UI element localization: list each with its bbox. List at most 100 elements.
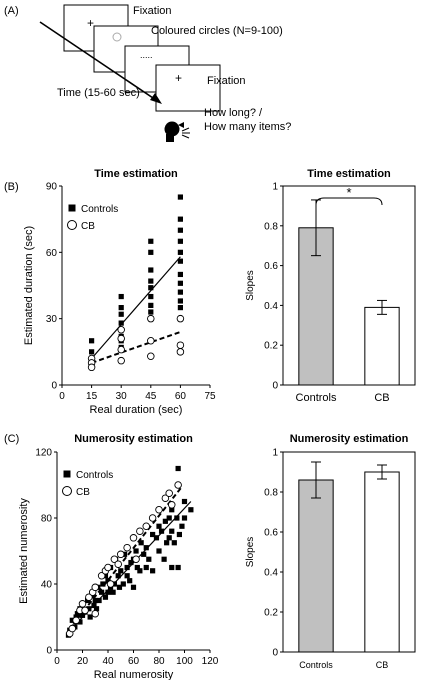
data-point-controls: [137, 568, 143, 574]
data-point-cb: [142, 522, 150, 531]
fit-line-controls: [91, 256, 181, 359]
category-label-cb: CB: [376, 660, 389, 670]
data-point-controls: [148, 278, 154, 284]
data-point-cb: [129, 534, 138, 542]
y-axis-label: Slopes: [245, 270, 256, 301]
y-tick-label: 0.8: [264, 221, 278, 232]
data-point-controls: [118, 311, 124, 317]
data-point-controls: [177, 227, 183, 233]
data-point-controls: [69, 617, 75, 623]
x-tick-label: 100: [176, 656, 193, 667]
data-point-controls: [177, 216, 183, 222]
data-point-controls: [169, 507, 175, 513]
time-arrow: [39, 21, 157, 101]
data-point-controls: [177, 238, 183, 244]
x-tick-label: 15: [86, 391, 98, 402]
data-point-controls: [77, 619, 83, 625]
data-point-controls: [118, 320, 124, 326]
data-point-controls: [177, 258, 183, 264]
data-point-cb: [72, 616, 80, 625]
data-point-controls: [111, 581, 117, 587]
legend-label-cb: CB: [81, 221, 95, 232]
data-point-controls: [92, 597, 98, 604]
data-point-controls: [102, 594, 109, 600]
coloured-circle-icon: [112, 32, 122, 42]
data-point-controls: [148, 309, 154, 315]
data-point-controls: [87, 614, 93, 620]
data-point-controls: [86, 606, 92, 612]
data-point-controls: [91, 602, 97, 609]
y-tick-label: 0.4: [264, 301, 278, 312]
chart-title: Numerosity estimation: [290, 433, 409, 445]
x-tick-label: 20: [77, 656, 89, 667]
legend-label-controls: Controls: [81, 204, 118, 215]
data-point-controls: [89, 338, 95, 344]
question-line-2: How many items?: [204, 121, 291, 133]
data-point-cb: [136, 527, 144, 535]
head-icon: [164, 121, 190, 142]
panel-c-label: (C): [4, 433, 19, 445]
data-point-controls: [175, 564, 181, 571]
fit-line-cb: [67, 487, 182, 631]
label-time: Time (15-60 sec): [57, 87, 140, 99]
data-point-cb: [85, 593, 93, 601]
data-point-cb: [104, 563, 112, 572]
data-point-controls: [143, 564, 149, 571]
bar-cb: [364, 471, 400, 653]
data-point-cb: [116, 550, 125, 559]
y-tick-label: 0.6: [264, 528, 278, 539]
y-axis-label: Slopes: [245, 537, 256, 568]
y-tick-label: 0: [272, 381, 278, 392]
y-axis-label: Estimated numerosity: [18, 498, 30, 604]
data-point-controls: [158, 528, 165, 534]
data-point-cb: [176, 314, 185, 323]
data-point-controls: [110, 589, 116, 595]
chart-numerosity-slopes: Numerosity estimation 0 0.2 0.4 0.6 0.8 1 Slope…: [245, 433, 416, 670]
data-point-controls: [179, 523, 185, 529]
data-point-controls: [148, 238, 154, 244]
chart-title: Numerosity estimation: [74, 433, 193, 445]
data-point-cb: [117, 345, 125, 354]
y-tick-label: 30: [46, 314, 58, 325]
y-tick-label: 60: [46, 248, 58, 259]
plot-frame: [282, 185, 416, 386]
data-point-controls: [181, 498, 188, 505]
data-point-controls: [166, 535, 172, 541]
y-tick-label: 120: [35, 448, 52, 459]
data-point-controls: [148, 293, 154, 300]
data-point-controls: [127, 578, 133, 584]
data-point-cb: [147, 314, 155, 323]
x-tick-label: 0: [54, 656, 60, 667]
data-point-cb: [176, 341, 185, 349]
label-fixation-1: Fixation: [133, 5, 172, 17]
x-axis-label: Real duration (sec): [90, 404, 183, 416]
y-tick-label: 40: [41, 580, 53, 591]
y-axis-label: Estimated duration (sec): [23, 226, 35, 345]
data-point-cb: [167, 501, 176, 509]
data-point-cb: [68, 624, 77, 633]
data-point-controls: [188, 507, 194, 513]
data-point-controls: [96, 597, 102, 604]
data-point-controls: [169, 564, 175, 571]
category-label-controls: Controls: [296, 392, 337, 404]
data-point-cb: [91, 583, 99, 592]
data-point-cb: [117, 356, 125, 365]
data-point-cb: [106, 580, 115, 588]
data-point-controls: [150, 568, 156, 574]
legend-label-cb: CB: [76, 487, 90, 498]
data-point-cb: [114, 560, 122, 568]
panel-b-label: (B): [4, 181, 19, 193]
data-point-controls: [177, 249, 183, 255]
label-fixation-2: Fixation: [207, 75, 246, 87]
data-point-controls: [89, 349, 95, 355]
stimulus-frame-fixation-2: [155, 64, 221, 112]
chart-title: Time estimation: [94, 168, 178, 180]
dots-symbol: .....: [140, 50, 153, 60]
data-point-controls: [166, 515, 172, 521]
y-tick-label: 0: [51, 381, 57, 392]
legend-marker-controls: [63, 470, 71, 478]
data-point-controls: [175, 465, 181, 472]
data-point-controls: [128, 559, 134, 566]
data-point-controls: [138, 540, 144, 546]
x-tick-label: 60: [128, 656, 140, 667]
